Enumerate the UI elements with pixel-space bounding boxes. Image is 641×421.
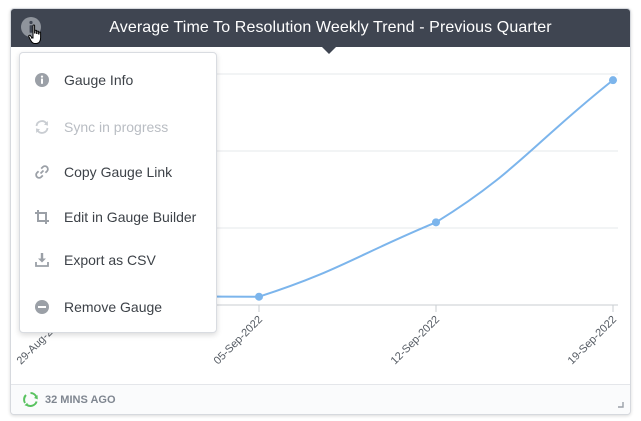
sync-status-icon xyxy=(23,392,38,407)
gauge-header: Average Time To Resolution Weekly Trend … xyxy=(11,9,630,47)
resize-handle-icon[interactable] xyxy=(617,401,624,408)
menu-item-edit-builder[interactable]: Edit in Gauge Builder xyxy=(20,200,216,234)
info-circle-icon xyxy=(35,73,49,87)
x-tick-label: 19-Sep-2022 xyxy=(566,314,619,367)
menu-item-remove-gauge[interactable]: Remove Gauge xyxy=(20,290,216,324)
gauge-title: Average Time To Resolution Weekly Trend … xyxy=(109,19,552,36)
gauge-options-menu: Gauge Info Sync in progress Copy Gauge L… xyxy=(19,52,217,333)
download-icon xyxy=(35,253,49,267)
last-updated-status: 32 MINS AGO xyxy=(45,394,116,406)
link-icon xyxy=(35,165,49,179)
gauge-footer: 32 MINS AGO xyxy=(11,384,630,414)
menu-item-label: Edit in Gauge Builder xyxy=(64,209,197,225)
sync-icon xyxy=(35,120,49,134)
menu-item-sync: Sync in progress xyxy=(20,110,216,144)
menu-item-label: Copy Gauge Link xyxy=(64,164,173,180)
crop-icon xyxy=(35,210,49,224)
data-point[interactable] xyxy=(609,76,617,85)
info-icon xyxy=(29,20,33,33)
data-point[interactable] xyxy=(255,292,263,301)
minus-circle-icon xyxy=(35,300,49,314)
hand-cursor-icon xyxy=(28,24,42,44)
x-tick-label: 12-Sep-2022 xyxy=(389,314,442,367)
menu-item-export-csv[interactable]: Export as CSV xyxy=(20,243,216,277)
data-point[interactable] xyxy=(432,218,440,227)
menu-item-gauge-info[interactable]: Gauge Info xyxy=(20,63,216,97)
menu-item-label: Sync in progress xyxy=(64,119,169,135)
menu-item-copy-link[interactable]: Copy Gauge Link xyxy=(20,155,216,189)
gauge-card: Average Time To Resolution Weekly Trend … xyxy=(10,8,631,415)
header-caret xyxy=(322,47,336,54)
x-tick-label: 05-Sep-2022 xyxy=(212,314,265,367)
menu-item-label: Export as CSV xyxy=(64,252,156,268)
menu-item-label: Gauge Info xyxy=(64,72,134,88)
menu-item-label: Remove Gauge xyxy=(64,299,163,315)
